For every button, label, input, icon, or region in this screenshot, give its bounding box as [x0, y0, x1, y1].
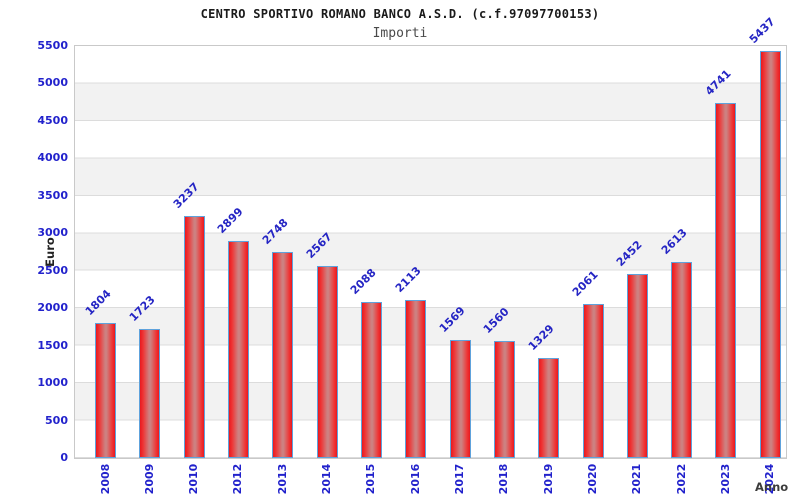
x-tick-label: 2015	[364, 463, 378, 495]
bar-2012	[227, 240, 249, 458]
bar-2021	[626, 274, 648, 458]
y-tick-label: 5500	[37, 39, 68, 52]
y-tick-label: 4000	[37, 151, 68, 165]
x-axis-title: Anno	[755, 480, 789, 494]
y-tick-label: 3000	[37, 226, 68, 240]
y-tick-label: 500	[45, 413, 68, 427]
x-tick-label: 2022	[674, 463, 688, 495]
x-tick-label: 2010	[187, 463, 201, 495]
bar-2009	[139, 328, 161, 458]
x-tick-label: 2018	[497, 463, 511, 495]
x-tick-label: 2008	[98, 463, 112, 495]
x-tick-label: 2017	[453, 463, 467, 495]
bar-2020	[582, 303, 604, 458]
bar-2014	[316, 265, 338, 458]
y-tick-label: 4500	[37, 113, 68, 127]
bar-2013	[272, 252, 294, 458]
x-tick-label: 2009	[142, 463, 156, 495]
bar-2019	[538, 358, 560, 458]
y-tick-label: 5000	[37, 76, 68, 90]
x-tick-label: 2020	[586, 463, 600, 495]
y-tick-label: 2500	[37, 263, 68, 277]
y-tick-label: 3500	[37, 188, 68, 202]
x-tick-label: 2016	[408, 463, 422, 495]
x-tick-label: 2012	[231, 463, 245, 495]
bar-2018	[493, 341, 515, 458]
x-tick-label: 2013	[275, 463, 289, 495]
x-tick-label: 2021	[630, 463, 644, 495]
bar-2010	[183, 215, 205, 458]
chart-subtitle: Importi	[372, 26, 428, 41]
y-tick-label: 1000	[37, 376, 68, 390]
bar-2023	[715, 102, 737, 458]
x-tick-label: 2023	[718, 463, 732, 495]
bar-2017	[449, 340, 471, 458]
bar-2008	[95, 322, 116, 458]
bar-2015	[360, 301, 382, 458]
bar-2022	[671, 262, 693, 458]
x-tick-label: 2019	[541, 463, 555, 495]
y-axis-title: Euro	[43, 237, 57, 267]
chart-title: CENTRO SPORTIVO ROMANO BANCO A.S.D. (c.f…	[200, 7, 600, 21]
bar-2016	[405, 299, 427, 458]
x-tick-label: 2014	[320, 463, 334, 495]
y-tick-label: 2000	[37, 301, 68, 315]
y-tick-label: 0	[60, 451, 68, 464]
y-tick-label: 1500	[37, 338, 68, 352]
bar-2024	[759, 50, 781, 458]
